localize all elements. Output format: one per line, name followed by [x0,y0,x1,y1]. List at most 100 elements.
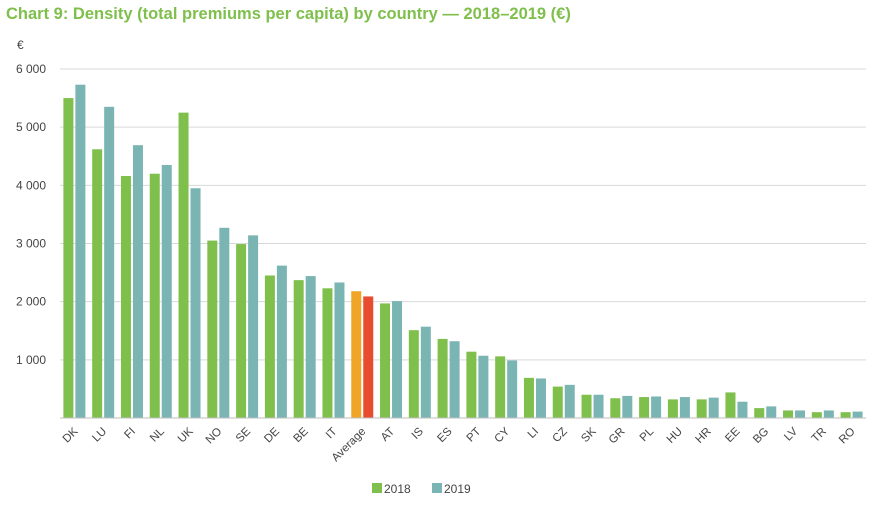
bar-sk-2019 [593,394,604,418]
x-tick-label: PL [638,425,657,444]
x-tick-label: HU [665,426,685,446]
y-tick-label: 6 000 [16,62,46,76]
y-tick-label: 2 000 [16,295,46,309]
bar-ee-2018 [725,392,736,418]
y-tick-label: 1 000 [16,353,46,367]
bar-pl-2018 [639,397,650,418]
bar-average-2018 [351,291,362,418]
bar-uk-2018 [178,112,189,418]
x-tick-label: SE [234,425,254,445]
chart-title: Chart 9: Density (total premiums per cap… [6,5,571,23]
bar-hu-2019 [679,397,690,418]
bar-ro-2018 [840,412,851,418]
x-tick-label: AT [379,426,397,444]
bar-fi-2018 [120,176,131,418]
x-tick-label: IS [410,425,426,441]
bar-cz-2019 [564,384,575,418]
bar-se-2019 [248,235,259,418]
bar-be-2018 [293,280,304,418]
bar-no-2019 [219,227,230,418]
y-tick-label: 5 000 [16,120,46,134]
bar-se-2018 [236,244,247,418]
bar-lu-2019 [104,106,115,418]
bar-es-2018 [437,338,448,418]
x-tick-label: PT [465,426,484,445]
legend-label: 2018 [384,482,411,496]
bar-gr-2018 [610,398,621,418]
bar-gr-2019 [622,395,633,418]
x-tick-label: UK [176,425,196,445]
bar-cy-2018 [495,356,506,418]
x-tick-label: TR [810,426,829,445]
y-tick-label: 4 000 [16,178,46,192]
x-tick-label: GR [607,426,628,447]
bar-uk-2019 [190,188,201,418]
bar-bg-2018 [754,408,765,418]
bar-ee-2019 [737,401,748,418]
bar-lv-2019 [795,410,806,418]
bar-hr-2019 [708,397,719,418]
bar-at-2018 [380,303,391,418]
bar-no-2018 [207,240,218,418]
x-tick-label: LI [526,426,541,441]
legend-swatch [432,483,442,493]
bar-is-2019 [420,326,431,418]
bar-tr-2019 [823,410,834,418]
bar-average-2019 [363,296,374,418]
x-tick-label: HR [694,426,714,446]
x-tick-label: NL [148,425,167,444]
bar-ro-2019 [852,411,863,418]
x-tick-label: RO [837,426,858,447]
bar-it-2018 [322,288,333,418]
x-tick-label: BE [291,425,311,445]
x-tick-label: FI [122,426,138,442]
bar-pt-2019 [478,355,489,418]
x-tick-label: DK [61,425,81,445]
legend-swatch [372,483,382,493]
bar-cz-2018 [552,386,563,418]
grid-lines [60,68,866,361]
bars [63,84,863,418]
y-axis: 1 000 2 000 3 000 4 000 5 000 6 000 € [16,38,46,367]
bar-dk-2018 [63,98,74,418]
bar-tr-2018 [811,412,822,418]
bar-lu-2018 [92,149,103,418]
legend: 2018 2019 [372,482,471,496]
x-tick-label: LU [90,426,109,445]
y-tick-label: 3 000 [16,237,46,251]
bar-nl-2019 [161,164,172,418]
x-tick-label: CY [493,425,513,445]
bar-at-2019 [392,301,403,418]
legend-label: 2019 [444,482,471,496]
bar-dk-2019 [75,84,86,418]
bar-hu-2018 [667,399,678,418]
bar-cy-2019 [507,360,518,418]
y-axis-unit-label: € [17,38,24,52]
bar-it-2019 [334,282,345,418]
bar-de-2018 [264,275,275,418]
bar-lv-2018 [783,410,794,418]
bar-sk-2018 [581,394,592,418]
bar-li-2019 [535,378,546,418]
x-tick-label: IT [324,426,340,442]
bar-es-2019 [449,341,460,418]
bar-li-2018 [523,377,534,418]
bar-is-2018 [408,330,419,418]
bar-pl-2019 [651,396,662,418]
bar-nl-2018 [149,173,160,418]
bar-fi-2019 [132,145,143,418]
bar-de-2019 [276,265,287,418]
x-tick-label: LV [782,425,800,443]
x-tick-label: DE [262,425,282,445]
x-tick-label: ES [435,425,455,445]
x-tick-label: NO [204,426,225,447]
x-tick-label: BG [751,426,771,446]
x-tick-label: SK [579,425,599,445]
bar-pt-2018 [466,351,477,418]
bar-be-2019 [305,276,316,418]
bar-bg-2019 [766,406,777,418]
x-tick-label: EE [723,425,743,445]
bar-hr-2018 [696,399,707,418]
